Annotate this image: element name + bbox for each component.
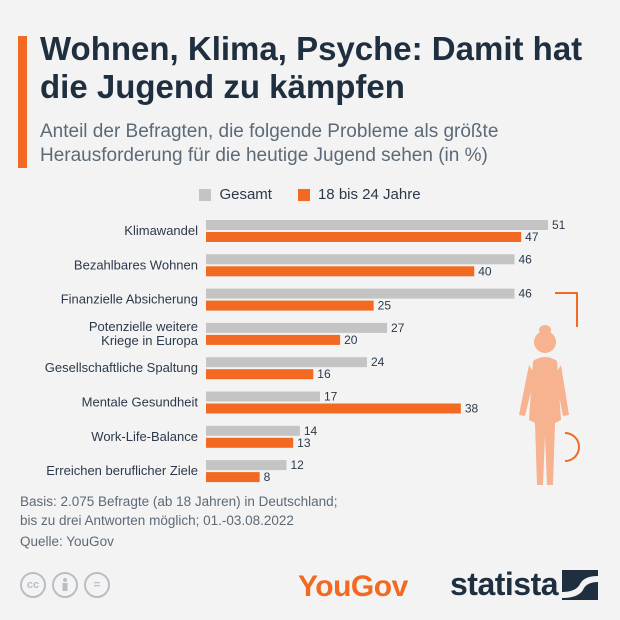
category-label: Gesellschaftliche Spaltung <box>45 360 198 375</box>
value-label: 20 <box>344 333 358 347</box>
chart-legend: Gesamt 18 bis 24 Jahre <box>0 186 620 203</box>
source-line: Quelle: YouGov <box>20 534 114 549</box>
person-illustration <box>519 292 580 485</box>
value-label: 40 <box>478 264 492 278</box>
bar-gesamt <box>206 220 548 230</box>
value-label: 13 <box>297 436 311 450</box>
bar-jugend <box>206 334 341 345</box>
category-label: Erreichen beruflicher Ziele <box>46 463 198 478</box>
page-title: Wohnen, Klima, Psyche: Damit hat die Jug… <box>40 30 583 105</box>
value-label: 47 <box>525 230 539 244</box>
legend-item-jugend: 18 bis 24 Jahre <box>297 186 421 203</box>
basis-line-1: Basis: 2.075 Befragte (ab 18 Jahren) in … <box>20 494 338 509</box>
value-label: 17 <box>324 390 338 404</box>
value-label: 12 <box>290 458 304 472</box>
value-label: 27 <box>391 321 405 335</box>
bar-jugend <box>206 472 260 483</box>
bar-jugend <box>206 300 374 311</box>
basis-line-2: bis zu drei Antworten möglich; 01.-03.08… <box>20 513 294 528</box>
legend-label-jugend: 18 bis 24 Jahre <box>317 186 421 203</box>
bar-gesamt <box>206 357 367 368</box>
yougov-logo: YouGov <box>298 570 408 603</box>
person-glyph-icon <box>62 578 68 591</box>
bar-jugend <box>206 232 522 242</box>
license-icons: cc = <box>20 572 110 598</box>
cc-icon[interactable]: cc <box>20 572 46 598</box>
value-label: 46 <box>518 252 532 266</box>
category-label: Klimawandel <box>124 223 198 238</box>
bar-gesamt <box>206 254 515 265</box>
bar-gesamt <box>206 391 320 402</box>
value-label: 25 <box>378 299 392 313</box>
bar-jugend <box>206 266 475 277</box>
category-label: Bezahlbares Wohnen <box>74 257 198 272</box>
category-label: Work-Life-Balance <box>91 429 198 444</box>
bar-jugend <box>206 403 461 414</box>
bar-jugend <box>206 369 314 380</box>
legend-swatch-jugend <box>297 188 310 201</box>
legend-swatch-gesamt <box>199 188 212 201</box>
bar-chart: Klimawandel 51 47 Bezahlbares Wohnen 46 40 Fin… <box>45 218 566 484</box>
value-label: 16 <box>317 367 331 381</box>
page-subtitle: Anteil der Befragten, die folgende Probl… <box>40 121 499 166</box>
value-label: 14 <box>304 424 318 438</box>
legend-item-gesamt: Gesamt <box>199 186 272 203</box>
category-label: Finanzielle Absicherung <box>61 292 198 307</box>
nd-icon[interactable]: = <box>84 572 110 598</box>
accent-bar <box>18 36 27 168</box>
bar-gesamt <box>206 288 515 299</box>
value-label: 24 <box>371 355 385 369</box>
by-icon[interactable] <box>52 572 78 598</box>
value-label: 38 <box>465 402 479 416</box>
bar-jugend <box>206 437 294 448</box>
statista-logo-icon <box>562 570 598 600</box>
footnote: Basis: 2.075 Befragte (ab 18 Jahren) in … <box>20 492 440 551</box>
value-label: 46 <box>518 287 532 301</box>
legend-label-gesamt: Gesamt <box>219 186 272 203</box>
category-label: Mentale Gesundheit <box>82 395 199 410</box>
bar-gesamt <box>206 460 287 471</box>
bar-gesamt <box>206 425 300 436</box>
category-label: Potenzielle weitere Kriege in Europa <box>89 319 199 348</box>
statista-logo-text: statista <box>450 566 559 602</box>
value-label: 8 <box>264 470 271 484</box>
value-label: 51 <box>552 218 566 232</box>
bar-gesamt <box>206 322 388 333</box>
